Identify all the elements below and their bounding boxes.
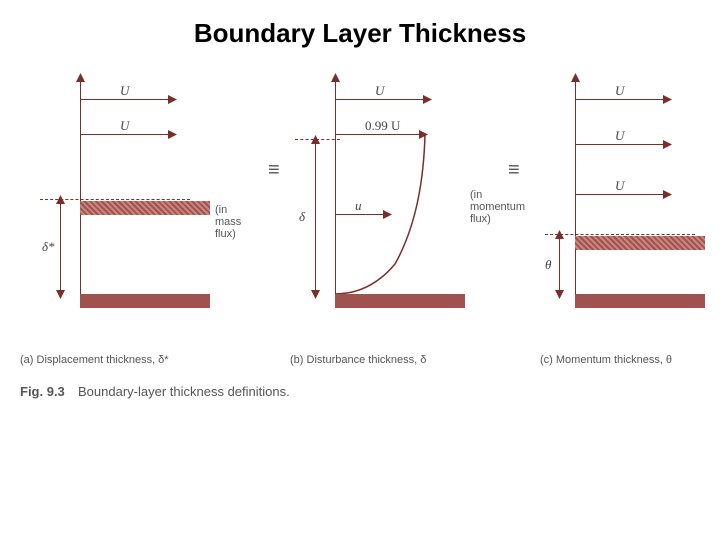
- theta-line: [559, 234, 560, 294]
- caption-b-text: Disturbance thickness, δ: [307, 354, 427, 366]
- arrow-up-icon: [331, 73, 340, 82]
- arrow-down-icon: [555, 290, 564, 299]
- arrow-u-top: [80, 99, 170, 100]
- caption-a-text: Displacement thickness, δ*: [37, 354, 169, 366]
- label-u-bot: U: [120, 118, 129, 134]
- arrow-u-bot: [575, 194, 665, 195]
- arrow-right-icon: [168, 95, 177, 104]
- label-u-top: U: [615, 83, 624, 99]
- panel-c: U U U θ: [545, 79, 720, 359]
- figure-area: U U δ* (in mass flux) ≡ U 0.99 U: [0, 79, 720, 499]
- label-delta: δ: [299, 209, 305, 225]
- dash-line: [545, 234, 695, 235]
- note-mass-flux: (in mass flux): [215, 204, 241, 240]
- label-u-inner: u: [355, 198, 362, 214]
- equiv-symbol: ≡: [268, 159, 280, 182]
- wall-plate: [80, 294, 210, 308]
- arrow-u-mid: [575, 144, 665, 145]
- caption-c-text: Momentum thickness, θ: [556, 354, 672, 366]
- displaced-plate: [80, 201, 210, 215]
- arrow-u-bot: [80, 134, 170, 135]
- arrow-up-icon: [56, 195, 65, 204]
- arrow-right-icon: [663, 190, 672, 199]
- figure-label: Fig. 9.3: [20, 384, 65, 399]
- arrow-u-inner: [335, 214, 385, 215]
- label-u-top: U: [120, 83, 129, 99]
- axis-vertical: [80, 79, 81, 294]
- figure-caption: Boundary-layer thickness definitions.: [78, 384, 290, 399]
- arrow-right-icon: [383, 210, 392, 219]
- caption-a-prefix: (a): [20, 354, 33, 366]
- label-u-top: U: [375, 83, 384, 99]
- arrow-right-icon: [663, 140, 672, 149]
- note-momentum-flux: (in momentum flux): [470, 189, 530, 225]
- label-u-mid: U: [615, 128, 624, 144]
- axis-vertical: [575, 79, 576, 294]
- delta-star-line: [60, 199, 61, 294]
- delta-line: [315, 139, 316, 294]
- label-theta: θ: [545, 257, 551, 273]
- arrow-up-icon: [571, 73, 580, 82]
- arrow-down-icon: [311, 290, 320, 299]
- theta-plate: [575, 236, 705, 250]
- caption-b-prefix: (b): [290, 354, 303, 366]
- label-delta-star: δ*: [42, 239, 55, 255]
- arrow-right-icon: [663, 95, 672, 104]
- label-099u: 0.99 U: [365, 118, 400, 134]
- arrow-up-icon: [555, 230, 564, 239]
- caption-a: (a) Displacement thickness, δ*: [20, 354, 169, 366]
- panel-b: U 0.99 U u δ (in momentum flux): [295, 79, 495, 359]
- arrow-right-icon: [168, 130, 177, 139]
- wall-plate: [575, 294, 705, 308]
- caption-b: (b) Disturbance thickness, δ: [290, 354, 426, 366]
- arrow-right-icon: [423, 95, 432, 104]
- equiv-symbol: ≡: [508, 159, 520, 182]
- arrow-up-icon: [76, 73, 85, 82]
- arrow-u-top: [335, 99, 425, 100]
- arrow-up-icon: [311, 135, 320, 144]
- panel-a: U U δ* (in mass flux): [40, 79, 240, 359]
- arrow-down-icon: [56, 290, 65, 299]
- caption-c-prefix: (c): [540, 354, 553, 366]
- caption-c: (c) Momentum thickness, θ: [540, 354, 672, 366]
- wall-plate: [335, 294, 465, 308]
- label-u-bot: U: [615, 178, 624, 194]
- arrow-u-top: [575, 99, 665, 100]
- page-title: Boundary Layer Thickness: [0, 0, 720, 49]
